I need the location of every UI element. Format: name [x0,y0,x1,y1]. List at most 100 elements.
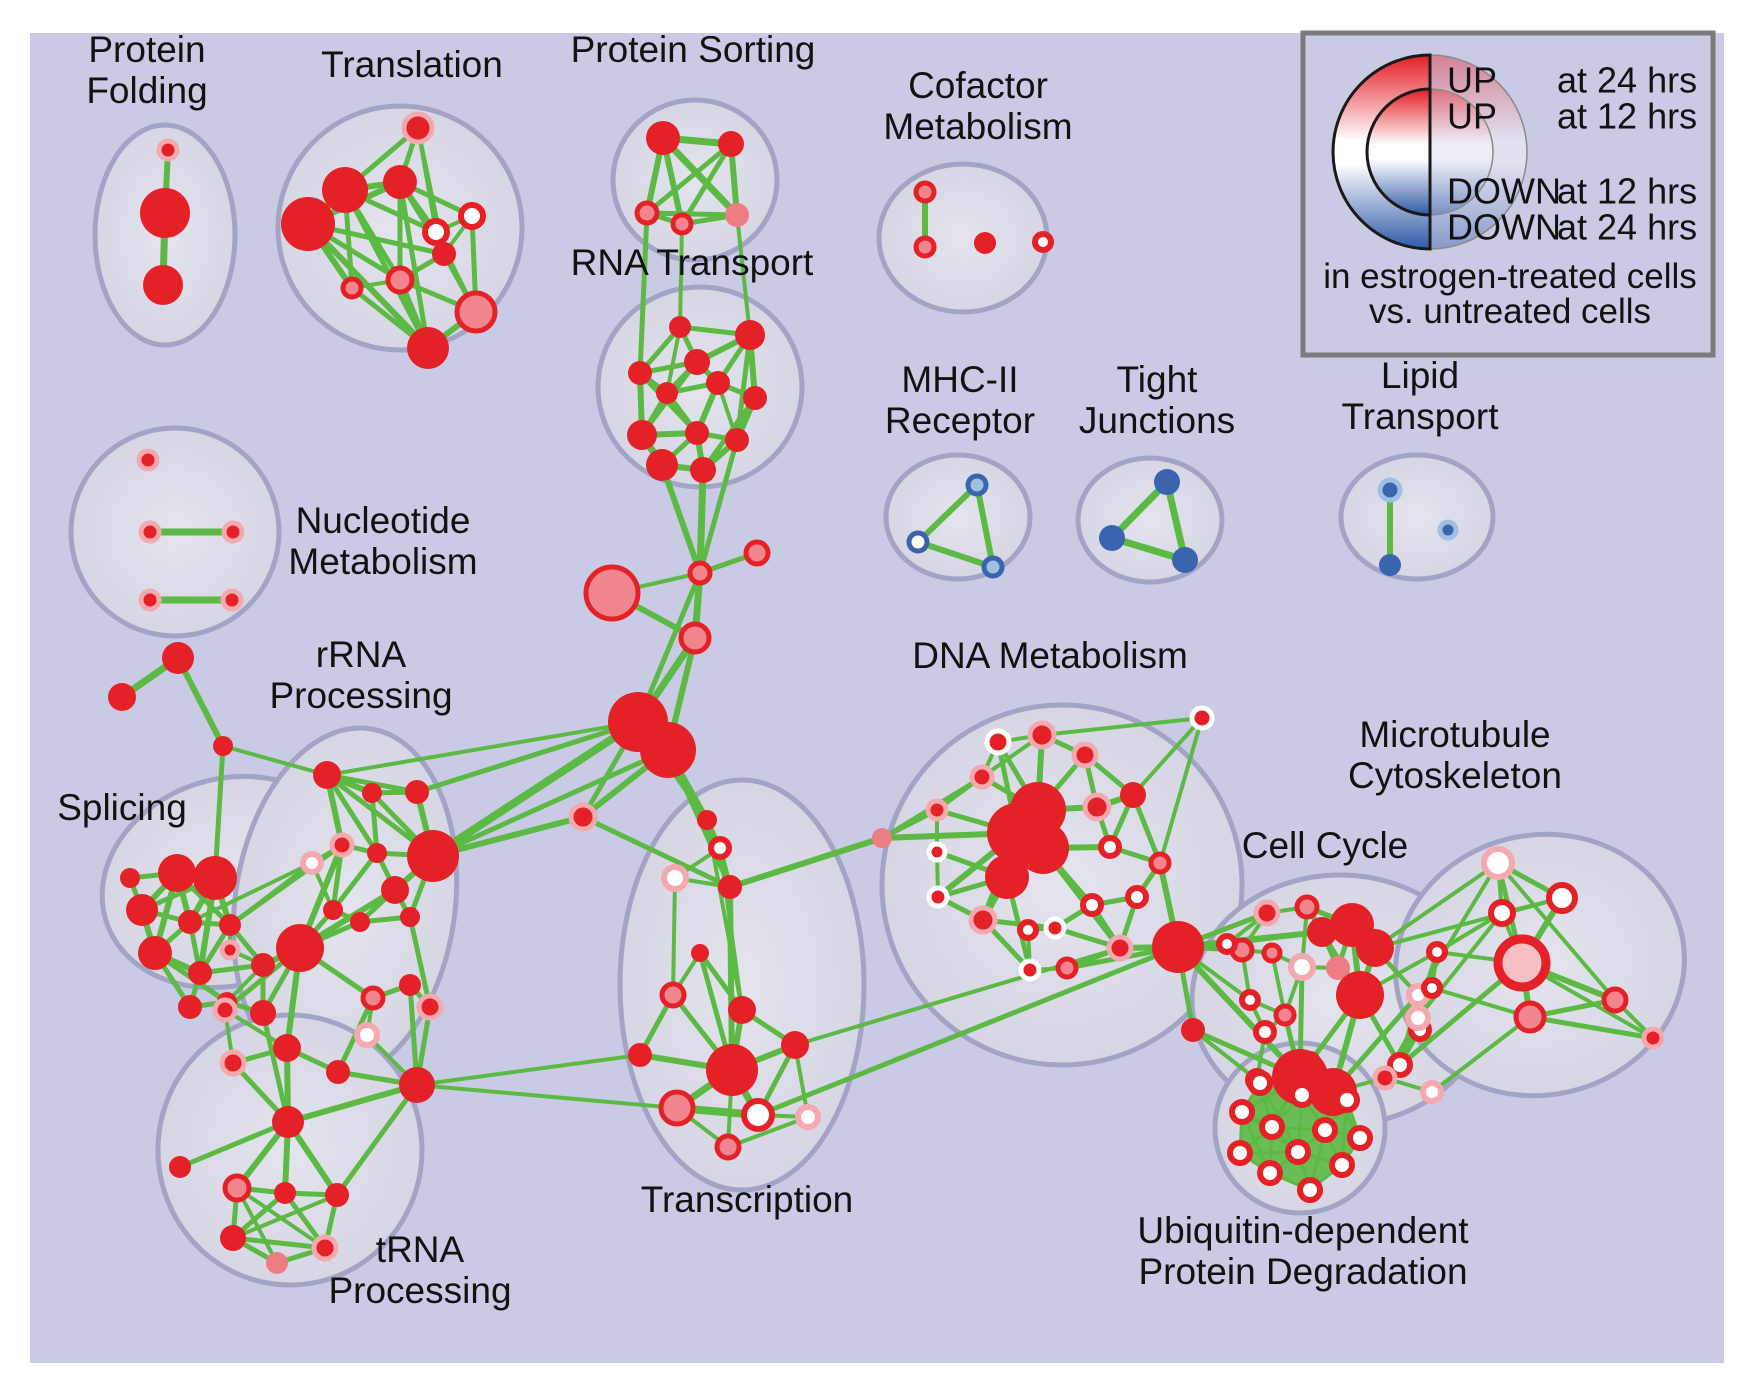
network-edge [696,466,707,577]
network-node [725,203,749,227]
network-node [568,802,598,832]
network-node [405,780,429,804]
network-node [158,854,196,892]
network-edge [726,1115,810,1149]
network-node [697,810,717,830]
cluster-lipid-transport-label: Lipid Transport [1342,355,1500,437]
network-node [735,320,765,350]
network-node [458,202,486,230]
network-node [1082,792,1112,822]
network-node [659,981,687,1009]
network-edge [1040,716,1204,737]
network-node [706,371,730,395]
cluster-cofactor-metabolism-outline [876,161,1050,315]
network-edge [644,141,734,216]
network-node [926,885,950,909]
network-node [407,830,459,882]
network-edge [637,210,650,376]
network-edge [644,210,740,218]
network-node [1405,1005,1431,1031]
network-node [1273,1003,1297,1027]
network-node [1152,921,1204,973]
network-node [627,420,657,450]
network-node [1312,1117,1338,1143]
network-node [367,843,387,863]
network-node [1426,941,1448,963]
network-node [274,1182,296,1204]
network-edge [915,539,996,570]
network-node [913,235,937,259]
network-node [213,736,233,756]
network-edge [325,720,640,777]
legend-row-2-state: DOWN [1447,171,1561,212]
network-node [360,985,386,1011]
legend-row-1-state: UP [1447,96,1497,137]
network-node [1253,899,1281,927]
network-node [1018,958,1042,982]
network-node [708,836,732,860]
network-node [684,349,710,375]
network-node [281,197,335,251]
network-node [340,276,364,300]
network-node [687,560,713,586]
network-node [169,1156,191,1178]
network-node [1071,741,1099,769]
network-edge [429,718,642,860]
cluster-protein-folding-label: Protein Folding [86,29,207,111]
network-node [1189,705,1215,731]
network-edge [1416,911,1504,1020]
network-node [1261,942,1283,964]
network-node [1181,1018,1205,1042]
network-node [219,1049,247,1077]
cluster-mhc-ii-receptor-label: MHC-II Receptor [885,359,1035,441]
network-node [706,1044,758,1096]
legend-row-0-state: UP [1447,60,1497,101]
cluster-transcription-label: Transcription [641,1179,853,1220]
network-node [300,851,324,875]
network-node [322,167,368,213]
network-edge [659,462,703,576]
network-node [1017,822,1069,874]
network-node [795,1104,821,1130]
network-node [1172,547,1198,573]
network-edge [430,747,671,859]
network-node [432,242,456,266]
network-edge [415,1083,679,1110]
legend-row-3-state: DOWN [1447,207,1561,248]
network-edge [697,437,740,576]
network-node [1216,933,1238,955]
network-edge [1163,478,1189,564]
network-edge [915,482,980,545]
network-node [381,876,409,904]
cluster-tight-junctions-label: Tight Junctions [1079,359,1235,441]
cluster-microtubule-cytoskeleton-label: Microtubule Cytoskeleton [1348,714,1562,796]
network-edge [1158,716,1204,865]
network-node [1227,1140,1253,1166]
network-node [690,457,716,483]
network-edge [230,1235,328,1251]
network-edge [659,134,741,219]
network-node [272,1106,304,1138]
network-node [143,265,183,305]
network-node [1379,554,1401,576]
legend-footnote: vs. untreated cells [1369,292,1651,331]
cluster-dna-metabolism-label: DNA Metabolism [912,635,1188,676]
network-node [685,421,709,445]
network-edge [221,744,329,777]
network-edge [1175,944,1303,1080]
network-node [1080,893,1104,917]
network-edge [324,772,380,856]
network-edge [415,1053,642,1087]
cluster-rrna-processing-label: rRNA Processing [269,634,452,716]
legend-row-1-time: at 12 hrs [1557,96,1697,137]
network-node [401,111,435,145]
network-node [1421,977,1443,999]
network-node [323,900,343,920]
network-node [138,936,172,970]
network-node [108,683,136,711]
network-node [872,828,892,848]
network-node [422,218,450,246]
network-node [906,530,930,554]
network-edge [334,1082,420,1198]
network-edge [580,814,733,890]
